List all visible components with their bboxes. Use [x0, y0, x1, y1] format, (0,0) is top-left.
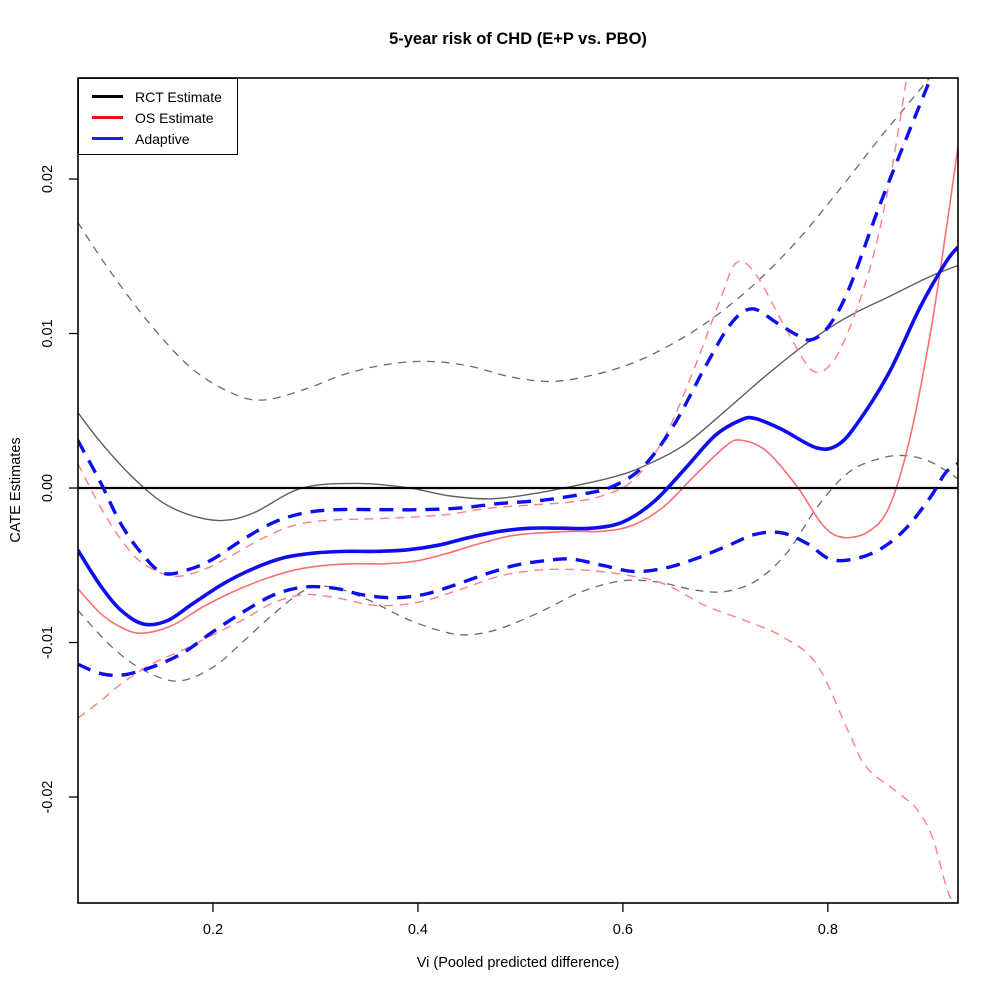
x-tick-label: 0.4 [408, 922, 428, 938]
series-adaptive-curve [78, 245, 958, 627]
series-adaptive-ci-lower [78, 461, 958, 678]
chart-title: 5-year risk of CHD (E+P vs. PBO) [389, 30, 647, 48]
legend-label-rct: RCT Estimate [135, 88, 222, 105]
series-rct-ci-upper [78, 78, 931, 401]
series-os-ci-lower [78, 568, 954, 903]
x-tick-label: 0.2 [203, 922, 223, 938]
y-tick-label: 0.00 [40, 474, 56, 502]
legend-box: RCT Estimate OS Estimate Adaptive [78, 78, 238, 155]
y-tick-label: -0.01 [40, 626, 56, 659]
x-axis-label: Vi (Pooled predicted difference) [416, 955, 620, 971]
y-tick-label: -0.02 [40, 780, 56, 813]
y-axis-label: CATE Estimates [8, 437, 24, 543]
series-os-estimate-curve [78, 146, 958, 635]
legend-item-adaptive: Adaptive [79, 128, 237, 149]
x-tick-label: 0.8 [818, 922, 838, 938]
legend-item-rct: RCT Estimate [79, 86, 237, 107]
adaptive-line-swatch [92, 137, 123, 140]
series-os-ci-upper [78, 78, 908, 578]
series-adaptive-ci-upper [78, 78, 933, 576]
os-line-swatch [92, 116, 123, 119]
y-tick-label: 0.02 [40, 165, 56, 193]
legend-item-os: OS Estimate [79, 107, 237, 128]
legend-label-os: OS Estimate [135, 109, 214, 126]
plot-border [77, 77, 959, 904]
series-rct-ci-lower [78, 454, 958, 682]
series-rct-cate-curve [78, 264, 958, 522]
y-tick-label: 0.01 [40, 319, 56, 347]
rct-line-swatch [92, 95, 123, 98]
x-tick-label: 0.6 [613, 922, 633, 938]
legend-label-adaptive: Adaptive [135, 130, 190, 147]
